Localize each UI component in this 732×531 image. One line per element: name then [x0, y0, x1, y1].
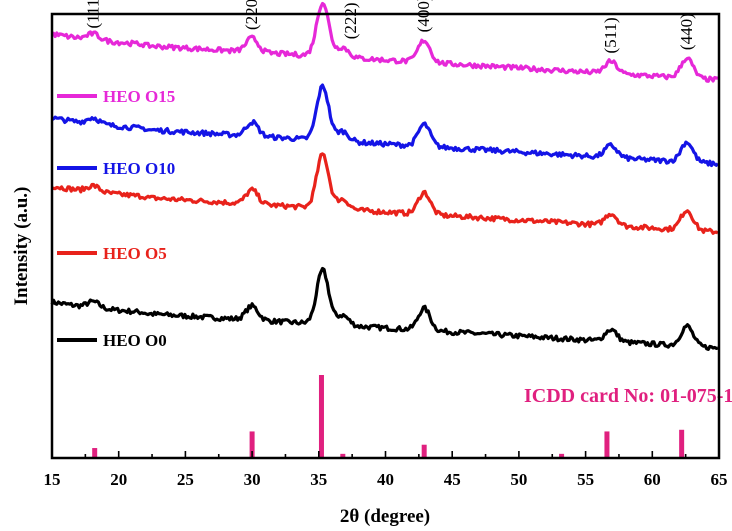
x-tick-label: 15 — [44, 470, 61, 489]
peak-labels: (111)(220)(311)(222)(400)(511)(440) — [83, 0, 696, 54]
peak-label: (511) — [601, 17, 620, 53]
reference-line — [340, 453, 346, 458]
x-tick-label: 40 — [377, 470, 394, 489]
x-axis: 15 20 25 30 35 40 45 50 55 60 65 — [44, 451, 728, 489]
reference-lines — [92, 375, 685, 458]
reference-line — [604, 431, 610, 458]
x-tick-label: 50 — [510, 470, 527, 489]
peak-label: (440) — [677, 13, 696, 50]
x-tick-label: 35 — [310, 470, 327, 489]
series-line — [51, 152, 719, 235]
reference-line — [559, 453, 565, 458]
x-tick-label: 30 — [244, 470, 261, 489]
reference-line — [318, 375, 324, 458]
reference-line — [679, 429, 685, 458]
x-tick-label: 45 — [444, 470, 461, 489]
x-tick-label: 60 — [644, 470, 661, 489]
peak-label: (400) — [414, 0, 433, 32]
legend: HEO O0 HEO O5 HEO O10 HEO O15 — [57, 87, 175, 350]
series-line — [50, 266, 719, 351]
series-line — [51, 83, 720, 168]
x-tick-label: 65 — [711, 470, 728, 489]
reference-line — [92, 448, 98, 458]
y-axis-label: Intensity (a.u.) — [11, 187, 32, 306]
legend-label: HEO O15 — [103, 87, 175, 106]
x-tick-label: 25 — [177, 470, 194, 489]
reference-label: ICDD card No: 01-075-1614 — [524, 385, 732, 407]
peak-label: (222) — [341, 2, 360, 39]
x-tick-label: 20 — [110, 470, 127, 489]
legend-label: HEO O5 — [103, 244, 167, 263]
series-line — [51, 1, 718, 83]
series-group — [50, 1, 720, 351]
x-tick-label: 55 — [577, 470, 594, 489]
legend-label: HEO O0 — [103, 331, 167, 350]
legend-label: HEO O10 — [103, 159, 175, 178]
reference-line — [249, 431, 255, 458]
x-axis-label: 2θ (degree) — [340, 506, 430, 527]
reference-line — [421, 444, 427, 458]
